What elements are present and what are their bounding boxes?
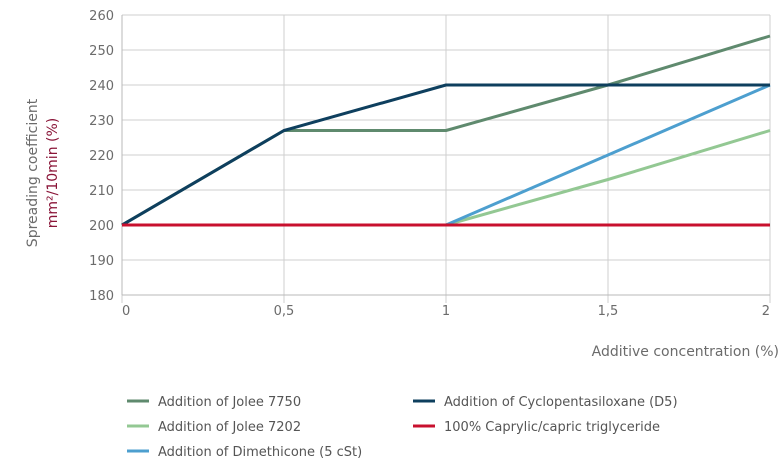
y-tick-label: 250 [89,44,114,59]
y-tick-label: 220 [89,149,114,164]
x-axis-title: Additive concentration (%) [592,344,779,360]
legend-label: Addition of Jolee 7202 [158,420,301,435]
y-tick-label: 230 [89,114,114,129]
legend-label: Addition of Dimethicone (5 cSt) [158,445,362,460]
legend: Addition of Jolee 7750 Addition of Jolee … [127,395,678,460]
y-tick-label: 190 [89,254,114,269]
legend-item: 100% Caprylic/capric triglyceride [413,420,660,435]
x-tick-label: 2 [762,304,770,319]
x-tick-label: 1,5 [598,304,619,319]
legend-item: Addition of Jolee 7750 [127,395,301,410]
y-tick-label: 200 [89,219,114,234]
legend-label: Addition of Cyclopentasiloxane (D5) [444,395,678,410]
legend-label: 100% Caprylic/capric triglyceride [444,420,660,435]
y-tick-label: 240 [89,79,114,94]
legend-label: Addition of Jolee 7750 [158,395,301,410]
y-tick-label: 260 [89,9,114,24]
y-axis-title-line1: Spreading coefficient [25,98,41,247]
x-tick-label: 0,5 [274,304,295,319]
y-axis-title-line2: mm²/10min (%) [45,118,61,229]
y-axis-ticks: 180 190 200 210 220 230 240 250 260 [89,9,114,304]
x-tick-label: 1 [442,304,450,319]
x-tick-label: 0 [122,304,130,319]
y-tick-label: 180 [89,289,114,304]
x-axis-ticks: 0 0,5 1 1,5 2 [122,304,770,319]
series-lines [121,34,771,227]
legend-item: Addition of Jolee 7202 [127,420,301,435]
legend-item: Addition of Dimethicone (5 cSt) [127,445,362,460]
legend-item: Addition of Cyclopentasiloxane (D5) [413,395,678,410]
series-line-4 [121,83,770,227]
y-tick-label: 210 [89,184,114,199]
